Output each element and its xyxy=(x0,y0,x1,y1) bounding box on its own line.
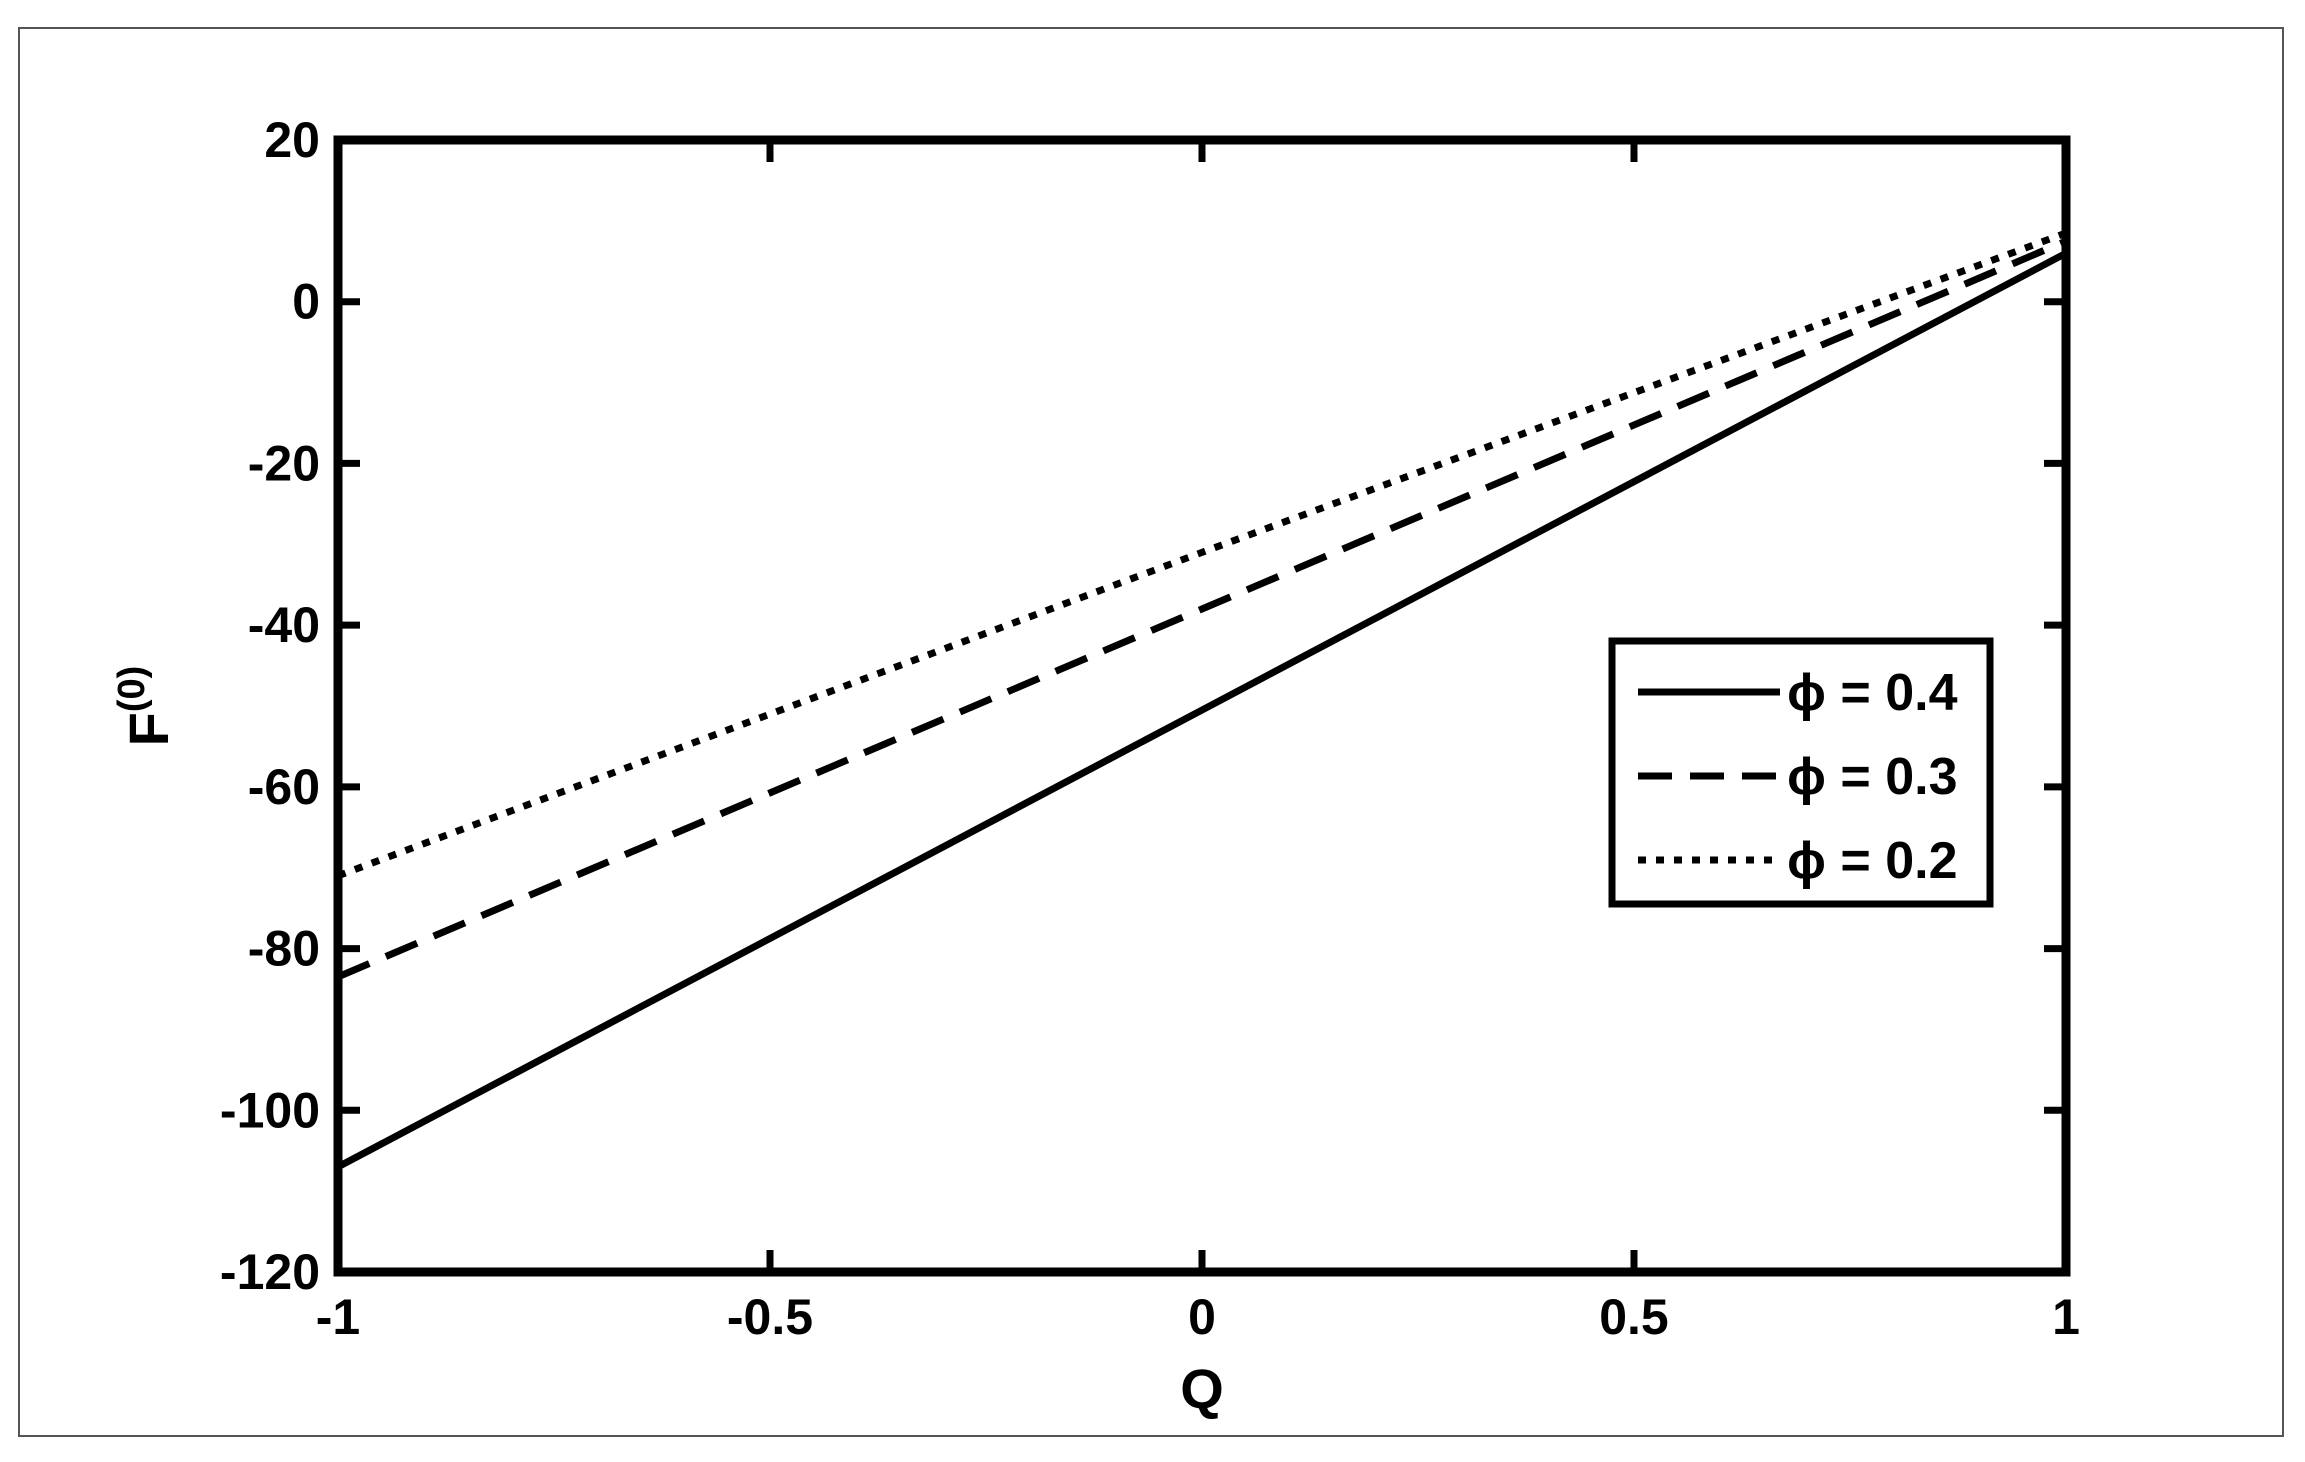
y-tick-label: -80 xyxy=(248,921,320,977)
y-tick-label: -120 xyxy=(220,1244,320,1300)
series-line-solid xyxy=(336,250,2068,1170)
legend-label: ϕ = 0.4 xyxy=(1787,664,1958,722)
y-axis-label-superscript: (0) xyxy=(111,666,153,712)
legend-items: ϕ = 0.4 ϕ = 0.3 ϕ = 0.2 xyxy=(1638,664,1958,890)
plot-border xyxy=(333,135,2071,1277)
tick-labels: -1 -0.5 0 0.5 1 20 0 -20 -40 -60 -80 -100 -120 xyxy=(220,112,2080,1345)
series-line-dotted xyxy=(336,229,2068,880)
y-tick-label: 20 xyxy=(264,112,320,168)
y-axis-label: F(0) xyxy=(111,666,180,747)
legend-label: ϕ = 0.2 xyxy=(1787,832,1958,890)
x-tick-label: -0.5 xyxy=(727,1289,813,1345)
y-axis-label-main: F xyxy=(117,712,180,746)
x-tick-label: 0 xyxy=(1188,1289,1216,1345)
series-line-dashed xyxy=(336,237,2068,981)
x-tick-label: -1 xyxy=(316,1289,360,1345)
y-tick-label: -60 xyxy=(248,759,320,815)
y-tick-label: -100 xyxy=(220,1082,320,1138)
legend: ϕ = 0.4 ϕ = 0.3 ϕ = 0.2 xyxy=(1608,637,1994,908)
x-tick-label: 1 xyxy=(2052,1289,2080,1345)
y-tick-label: -40 xyxy=(248,597,320,653)
y-tick-label: -20 xyxy=(248,435,320,491)
y-tick-label: 0 xyxy=(292,274,320,330)
series-lines xyxy=(336,229,2068,1170)
x-tick-label: 0.5 xyxy=(1599,1289,1669,1345)
legend-label: ϕ = 0.3 xyxy=(1787,748,1958,806)
x-axis-label: Q xyxy=(1180,1357,1224,1420)
